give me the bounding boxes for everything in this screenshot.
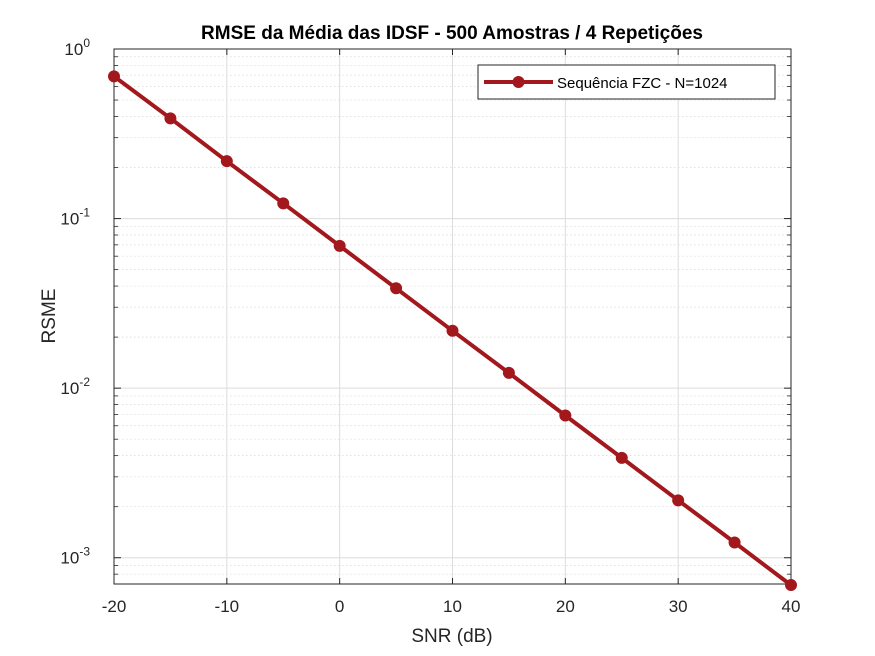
y-tick-label: 10-2 — [60, 375, 90, 398]
y-tick-label: 10-3 — [60, 545, 90, 568]
data-point — [672, 494, 685, 507]
data-point — [277, 197, 290, 210]
data-point — [502, 366, 515, 379]
chart-title: RMSE da Média das IDSF - 500 Amostras / … — [201, 23, 703, 44]
x-tick-label: -10 — [215, 597, 240, 616]
data-point — [559, 409, 572, 422]
data-point — [164, 112, 177, 125]
data-point — [446, 324, 459, 337]
x-tick-label: 30 — [669, 597, 688, 616]
data-point — [615, 451, 628, 464]
y-tick-label: 10-1 — [60, 206, 90, 229]
legend-marker-swatch — [512, 76, 525, 88]
data-point — [728, 536, 741, 549]
data-point — [390, 282, 403, 295]
series-layer — [108, 70, 797, 592]
x-tick-labels: -20 -10 0 10 20 30 40 — [102, 597, 801, 616]
data-point — [785, 579, 797, 592]
data-point — [333, 239, 346, 252]
x-axis-label: SNR (dB) — [411, 626, 492, 647]
legend: Sequência FZC - N=1024 — [477, 64, 776, 100]
tick-marks — [113, 48, 792, 584]
y-tick-labels: 100 10-1 10-2 10-3 — [60, 36, 90, 568]
x-tick-label: 10 — [443, 597, 462, 616]
y-tick-label: 100 — [64, 36, 90, 59]
legend-entry-label: Sequência FZC - N=1024 — [557, 75, 728, 92]
data-point — [220, 155, 233, 168]
x-tick-label: 0 — [335, 597, 344, 616]
x-tick-label: -20 — [102, 597, 127, 616]
data-point — [108, 70, 120, 83]
x-tick-label: 40 — [782, 597, 801, 616]
x-tick-label: 20 — [556, 597, 575, 616]
y-axis-label: RSME — [39, 289, 60, 344]
